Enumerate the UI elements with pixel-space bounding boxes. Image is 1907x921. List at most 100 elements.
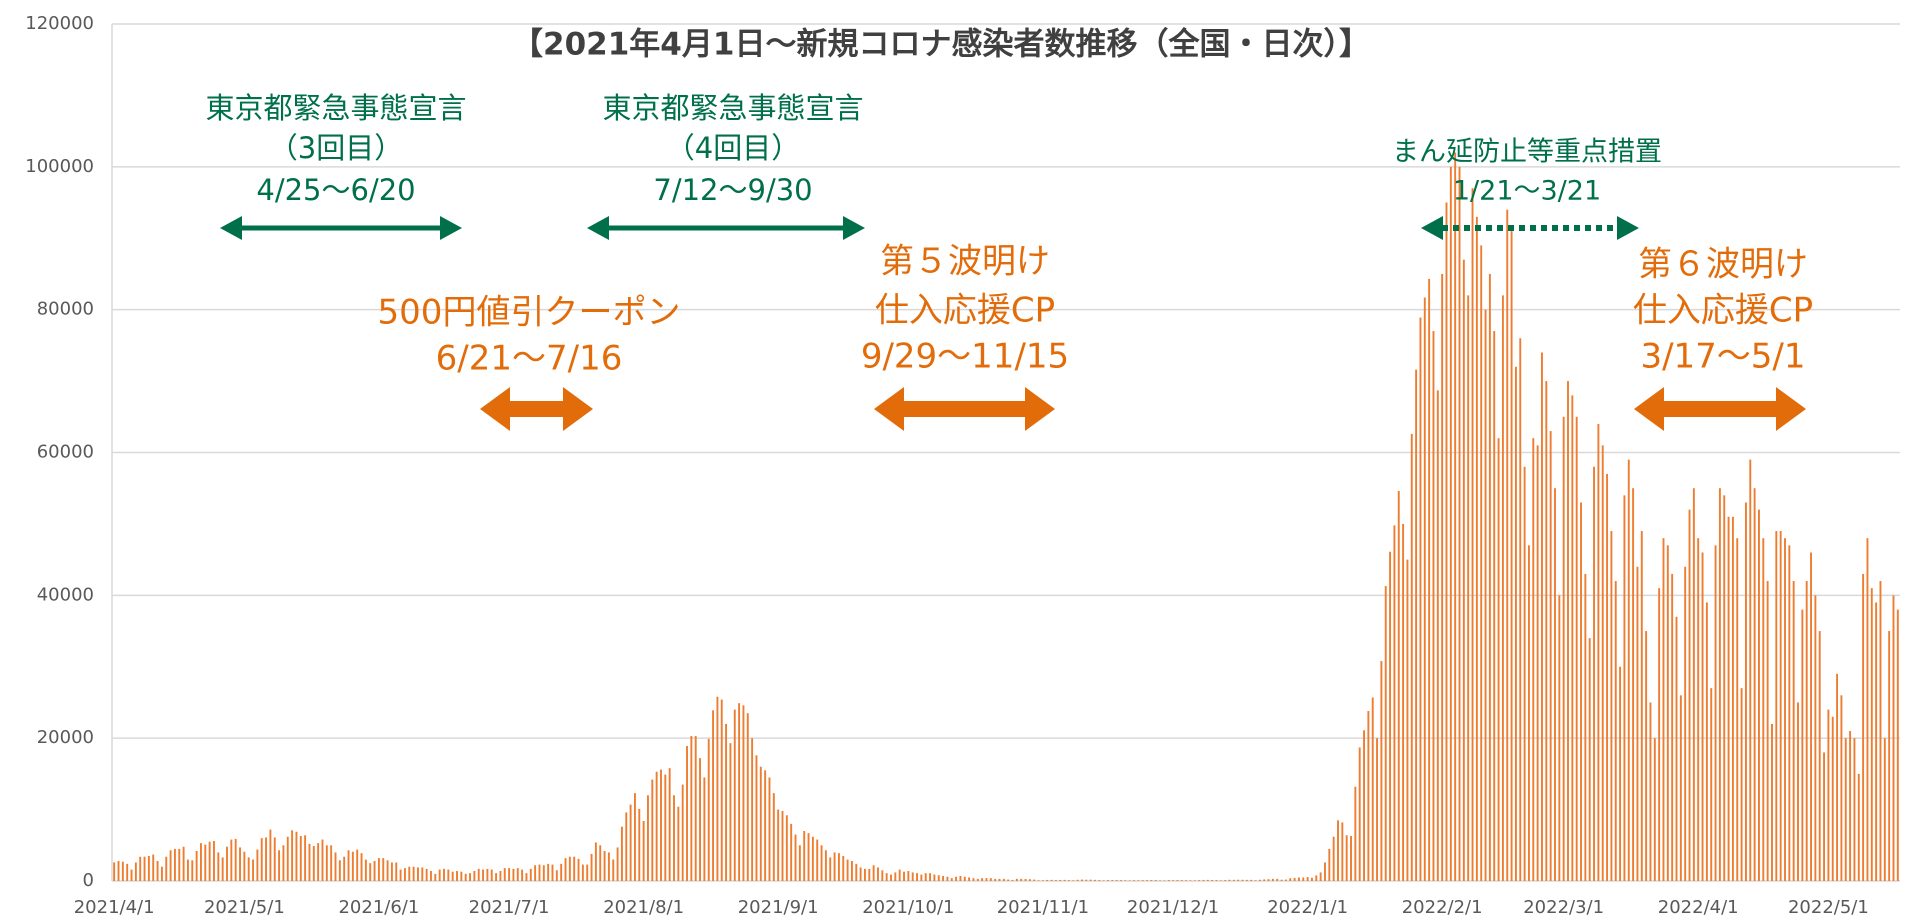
bar — [234, 838, 237, 881]
bar — [1102, 880, 1105, 881]
annotation-text: 仕入応援CP — [1633, 291, 1813, 331]
bar — [1593, 466, 1595, 881]
annotation: 第５波明け 仕入応援CP 9/29～11/15 — [861, 242, 1069, 377]
bar — [1037, 880, 1040, 881]
annotation-text: 3/17～5/1 — [1640, 337, 1805, 377]
bar — [503, 868, 506, 881]
bar — [1740, 688, 1743, 881]
bar — [1289, 878, 1292, 881]
arrow — [874, 387, 1055, 431]
bar — [1475, 216, 1478, 881]
bar — [868, 868, 871, 881]
bar — [1293, 877, 1296, 881]
bar — [1580, 502, 1582, 881]
bar — [1501, 295, 1504, 882]
bar — [1150, 880, 1153, 881]
bar — [1888, 631, 1891, 881]
bar — [1094, 879, 1096, 881]
annotation: 東京都緊急事態宣言 （3回目） 4/25～6/20 — [205, 91, 466, 207]
bar — [299, 836, 302, 881]
bar — [247, 857, 250, 881]
bar — [1393, 525, 1396, 881]
bar — [1415, 369, 1418, 881]
bar — [1397, 491, 1400, 881]
bar — [1154, 880, 1157, 881]
bar — [798, 845, 801, 881]
bar — [1527, 545, 1530, 881]
bar — [1267, 879, 1270, 881]
bar — [1180, 880, 1183, 881]
bar — [425, 868, 428, 881]
bar — [1167, 880, 1170, 881]
bar — [1380, 661, 1383, 881]
bar — [1059, 879, 1062, 881]
bar — [1319, 872, 1322, 881]
bar — [764, 770, 767, 881]
bar — [1232, 879, 1235, 881]
bar — [1163, 880, 1166, 881]
bar — [790, 823, 793, 881]
bar — [343, 856, 346, 881]
bar — [599, 845, 602, 881]
bar — [638, 808, 641, 881]
bar — [777, 809, 780, 881]
bar — [811, 836, 814, 881]
bar — [911, 872, 914, 881]
bar — [1250, 879, 1253, 881]
bar — [603, 851, 606, 881]
bar — [451, 871, 454, 881]
bar — [1471, 188, 1474, 882]
bar — [1124, 880, 1127, 881]
bar — [712, 710, 715, 881]
bar — [590, 853, 593, 881]
bar — [1432, 331, 1435, 881]
bar — [213, 841, 215, 881]
bar — [1263, 879, 1266, 881]
annotation-text: 仕入応援CP — [875, 291, 1055, 331]
bar — [351, 851, 354, 881]
x-tick-label: 2022/2/1 — [1402, 897, 1483, 918]
bar — [1870, 588, 1873, 881]
bar — [1384, 586, 1387, 881]
bar — [1063, 879, 1066, 881]
annotation-text: 500円値引クーポン — [378, 293, 681, 333]
bar — [464, 873, 467, 881]
bar — [699, 758, 701, 881]
bar — [408, 866, 411, 881]
bar — [547, 863, 550, 881]
bar — [586, 864, 589, 881]
bar — [243, 851, 246, 881]
bar — [1497, 438, 1500, 881]
bar — [1718, 488, 1721, 881]
bar — [412, 866, 415, 881]
annotation-text: （3回目） — [269, 131, 403, 165]
bar — [829, 857, 832, 881]
bar — [1176, 880, 1179, 881]
bar — [482, 869, 485, 881]
x-tick-label: 2021/10/1 — [862, 897, 954, 918]
bar — [1159, 880, 1162, 881]
bar — [647, 795, 649, 881]
bar — [1467, 295, 1470, 882]
bar — [317, 843, 320, 881]
bar — [1462, 259, 1465, 881]
bar — [894, 872, 897, 881]
bar — [147, 856, 150, 881]
bar — [1371, 697, 1374, 881]
bar — [1736, 538, 1739, 881]
y-tick-label: 100000 — [25, 156, 94, 177]
bar — [1640, 531, 1643, 881]
y-tick-label: 80000 — [37, 299, 94, 320]
bar — [417, 867, 419, 881]
bar — [1046, 879, 1049, 881]
bar — [1406, 559, 1409, 881]
bar — [1766, 581, 1769, 881]
bar — [1840, 695, 1843, 881]
bar — [1554, 488, 1556, 881]
bar — [278, 850, 281, 881]
bar — [916, 873, 918, 881]
bar — [121, 861, 124, 881]
bar — [473, 871, 476, 881]
bar — [1831, 716, 1834, 881]
bar — [803, 831, 806, 881]
